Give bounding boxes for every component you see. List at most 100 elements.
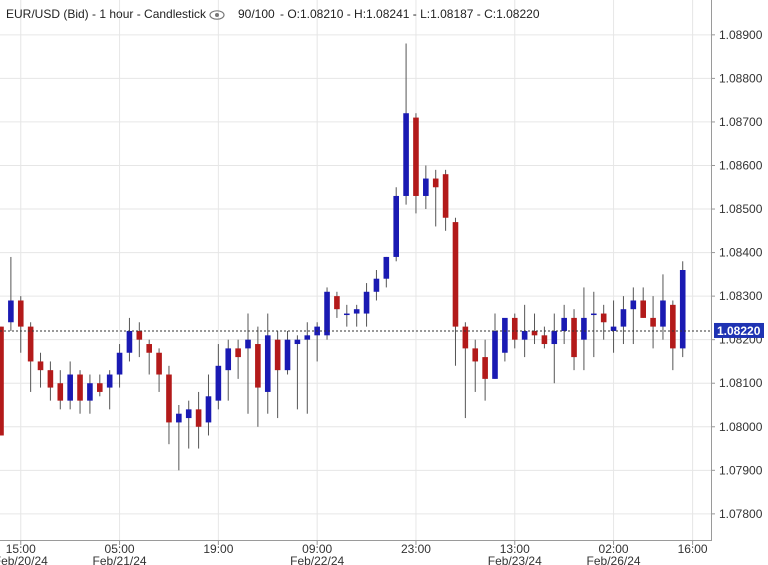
candle-body-down: [541, 335, 548, 345]
candle-body-down: [235, 348, 241, 358]
candle-body-up: [383, 256, 390, 279]
x-tick-time: 09:00: [302, 542, 332, 556]
y-tick-label: 1.08600: [719, 158, 763, 172]
price-badge: 1.08220: [714, 322, 764, 338]
candle-body-down: [334, 296, 340, 310]
x-tick-time: 05:00: [105, 542, 135, 556]
candle-body-down: [482, 357, 488, 379]
candle-body-up: [679, 270, 686, 349]
current-price-label: 1.08220: [717, 324, 761, 338]
eye-icon[interactable]: [209, 10, 225, 20]
candle-body-up: [264, 335, 271, 392]
candle-body-up: [423, 178, 429, 196]
candle-body-down: [77, 374, 83, 401]
candle-body-down: [146, 344, 152, 353]
candle-body-down: [452, 222, 459, 327]
x-tick-date: Feb/22/24: [290, 554, 344, 565]
x-tick-date: Feb/23/24: [488, 554, 542, 565]
grid-lines: [0, 0, 711, 540]
candle-body-down: [47, 370, 54, 388]
candle-body-up: [630, 300, 637, 310]
x-tick-time: 13:00: [500, 542, 530, 556]
candle-body-up: [353, 309, 360, 314]
x-tick-time: 02:00: [599, 542, 629, 556]
candle-body-down: [600, 313, 607, 323]
y-tick-label: 1.08900: [719, 28, 763, 42]
candle-body-down: [255, 344, 261, 388]
candle-body-up: [551, 330, 558, 345]
y-tick-label: 1.08000: [719, 420, 763, 434]
plot-right-border: [711, 0, 712, 541]
candle-body-down: [640, 300, 646, 318]
y-tick-label: 1.08500: [719, 202, 763, 216]
candle-body-down: [27, 326, 34, 362]
candle-body-up: [363, 291, 370, 314]
candle-body-down: [0, 326, 4, 436]
candle-body-up: [8, 300, 14, 323]
candle-body-down: [17, 300, 24, 327]
candle-body-up: [294, 339, 301, 345]
candle-body-up: [344, 313, 350, 316]
candle-body-down: [531, 330, 538, 336]
candle-body-up: [225, 348, 232, 371]
candle-body-down: [274, 339, 281, 371]
time-axis: 15:00Feb/20/2405:00Feb/21/2419:0009:00Fe…: [0, 540, 708, 565]
y-tick-label: 1.08100: [719, 376, 763, 390]
candle-body-down: [442, 174, 449, 218]
candle-body-up: [521, 330, 528, 340]
candle-body-down: [670, 304, 676, 349]
candle-body-down: [57, 383, 64, 401]
candle-body-up: [284, 339, 291, 371]
y-tick-label: 1.08300: [719, 289, 763, 303]
x-tick-date: Feb/20/24: [0, 554, 48, 565]
candles: [0, 43, 686, 471]
candle-body-down: [650, 317, 656, 327]
ohlc-values: - O:1.08210 - H:1.08241 - L:1.08187 - C:…: [280, 7, 540, 21]
candle-body-up: [591, 313, 597, 316]
candle-body-up: [324, 291, 330, 336]
candle-body-down: [511, 317, 518, 340]
x-tick-time: 19:00: [203, 542, 233, 556]
candle-body-up: [205, 396, 212, 423]
candle-body-up: [581, 317, 587, 340]
y-tick-label: 1.07800: [719, 507, 763, 521]
candle-body-down: [97, 383, 103, 392]
candle-body-down: [37, 361, 44, 371]
x-tick-time: 16:00: [678, 542, 708, 556]
y-tick-label: 1.07900: [719, 463, 763, 477]
candle-body-up: [373, 278, 380, 292]
x-tick-time: 23:00: [401, 542, 431, 556]
candle-body-down: [156, 352, 162, 375]
candle-body-up: [561, 317, 567, 331]
candle-body-up: [176, 413, 182, 423]
candle-body-down: [472, 348, 479, 362]
candle-body-up: [393, 195, 399, 257]
candle-body-up: [67, 374, 73, 401]
candle-body-up: [215, 365, 222, 401]
candle-body-up: [87, 383, 93, 401]
candle-body-up: [502, 317, 508, 353]
candle-body-up: [245, 339, 251, 349]
y-tick-label: 1.08800: [719, 71, 763, 85]
x-tick-date: Feb/26/24: [587, 554, 641, 565]
candle-body-up: [403, 113, 409, 196]
candle-body-up: [116, 352, 123, 375]
candle-body-up: [304, 335, 311, 340]
candle-body-down: [571, 317, 577, 358]
candle-body-down: [413, 117, 419, 196]
candle-body-up: [610, 326, 617, 331]
price-axis: 1.078001.079001.080001.081001.082001.083…: [711, 28, 763, 521]
candle-body-down: [462, 326, 469, 349]
y-tick-label: 1.08700: [719, 115, 763, 129]
chart-title: EUR/USD (Bid) - 1 hour - Candlestick: [6, 7, 207, 21]
candle-body-down: [136, 330, 143, 340]
candle-body-up: [106, 374, 113, 388]
candle-body-down: [166, 374, 172, 423]
candle-body-down: [195, 409, 202, 427]
candle-body-up: [660, 300, 666, 327]
x-tick-date: Feb/21/24: [93, 554, 147, 565]
candle-body-up: [185, 409, 192, 419]
x-tick-time: 15:00: [6, 542, 36, 556]
